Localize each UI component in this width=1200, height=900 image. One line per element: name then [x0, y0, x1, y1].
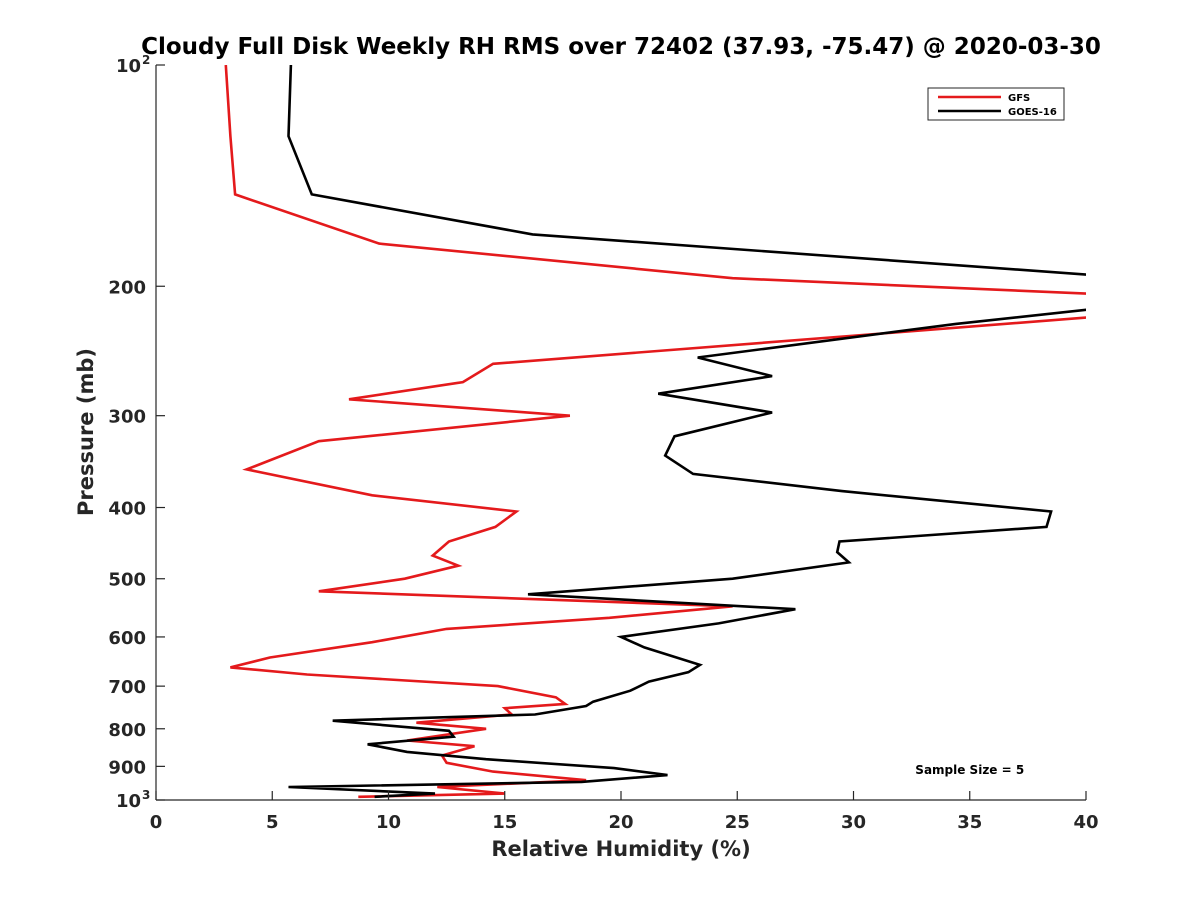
x-tick-label: 35 — [957, 812, 982, 833]
x-tick-label: 0 — [150, 812, 163, 833]
series-line-gfs — [224, 65, 1086, 799]
x-tick-label: 10 — [376, 812, 401, 833]
y-tick-label: 600 — [108, 628, 146, 649]
chart-title: Cloudy Full Disk Weekly RH RMS over 7240… — [141, 34, 1101, 60]
x-axis-label: Relative Humidity (%) — [491, 837, 750, 861]
y-tick-label: 700 — [108, 677, 146, 698]
legend-box — [927, 87, 1065, 121]
x-tick-label: 5 — [266, 812, 279, 833]
y-axis-label: Pressure (mb) — [74, 348, 98, 516]
legend: GFS GOES-16 — [927, 87, 1065, 121]
y-tick-exponent: 2 — [142, 53, 150, 67]
y-tick-label: 800 — [108, 720, 146, 741]
y-tick-label: 200 — [108, 277, 146, 298]
series-line-goes-16 — [287, 65, 1086, 799]
x-ticks: 0 5 10 15 20 25 30 35 40 — [150, 791, 1099, 833]
y-tick-label: 10 — [116, 56, 141, 77]
y-tick-label: 900 — [108, 757, 146, 778]
axes — [155, 65, 1086, 801]
y-tick-label: 400 — [108, 499, 146, 520]
x-tick-label: 25 — [725, 812, 750, 833]
y-tick-label: 10 — [116, 791, 141, 812]
legend-label-gfs: GFS — [1008, 93, 1030, 104]
x-tick-label: 15 — [492, 812, 517, 833]
series-layer — [224, 65, 1086, 799]
y-tick-label: 500 — [108, 570, 146, 591]
y-tick-exponent: 3 — [142, 788, 150, 802]
x-tick-label: 20 — [608, 812, 633, 833]
y-tick-label: 300 — [108, 407, 146, 428]
x-tick-label: 40 — [1073, 812, 1098, 833]
legend-label-goes-16: GOES-16 — [1008, 107, 1057, 118]
sample-size-annotation: Sample Size = 5 — [915, 763, 1024, 777]
x-tick-label: 30 — [841, 812, 866, 833]
